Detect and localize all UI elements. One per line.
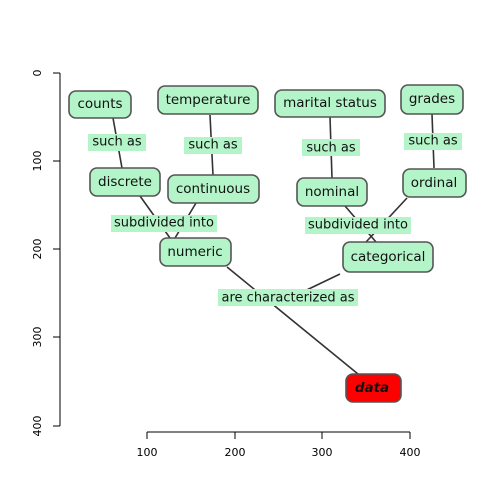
node-categorical-label: categorical (351, 249, 426, 265)
node-ordinal-label: ordinal (411, 175, 457, 191)
nodes: counts temperature marital status grades… (68, 84, 467, 403)
node-numeric[interactable]: numeric (159, 237, 232, 267)
x-tick-300: 300 (312, 446, 333, 459)
node-counts-label: counts (77, 96, 122, 112)
x-tick-200: 200 (225, 446, 246, 459)
y-tick-400: 400 (31, 416, 44, 437)
node-categorical[interactable]: categorical (342, 241, 434, 273)
node-ordinal[interactable]: ordinal (402, 168, 467, 198)
link-label-such-as-4: such as (408, 134, 457, 149)
node-data-label: data (355, 380, 389, 396)
x-tick-100: 100 (137, 446, 158, 459)
y-tick-300: 300 (31, 327, 44, 348)
node-continuous-label: continuous (176, 181, 250, 197)
link-label-subdivided-left: subdivided into (114, 216, 214, 231)
link-label-such-as-1: such as (92, 135, 141, 150)
node-marital-status-label: marital status (283, 95, 377, 111)
x-axis: 100 200 300 400 (137, 431, 421, 459)
node-nominal[interactable]: nominal (296, 177, 368, 207)
link-label-such-as-3: such as (306, 141, 355, 156)
node-grades-label: grades (409, 91, 455, 107)
link-label-characterized: are characterized as (222, 291, 355, 306)
node-counts[interactable]: counts (68, 90, 132, 119)
node-discrete[interactable]: discrete (89, 167, 161, 197)
y-tick-200: 200 (31, 239, 44, 260)
node-nominal-label: nominal (305, 184, 359, 200)
node-numeric-label: numeric (167, 244, 222, 260)
node-data[interactable]: data (345, 373, 402, 403)
y-tick-0: 0 (31, 70, 44, 77)
link-label-subdivided-right: subdivided into (308, 218, 408, 233)
link-label-such-as-2: such as (188, 138, 237, 153)
y-tick-100: 100 (31, 151, 44, 172)
node-temperature[interactable]: temperature (157, 85, 259, 115)
y-axis: 0 100 200 300 400 (31, 70, 61, 437)
edge-numeric-data (226, 266, 359, 375)
node-grades[interactable]: grades (400, 84, 464, 115)
x-tick-400: 400 (400, 446, 421, 459)
node-discrete-label: discrete (98, 174, 152, 190)
node-marital-status[interactable]: marital status (274, 89, 386, 118)
link-labels: such as such as such as such as subdivid… (88, 133, 462, 306)
node-continuous[interactable]: continuous (167, 174, 260, 204)
node-temperature-label: temperature (166, 92, 251, 108)
